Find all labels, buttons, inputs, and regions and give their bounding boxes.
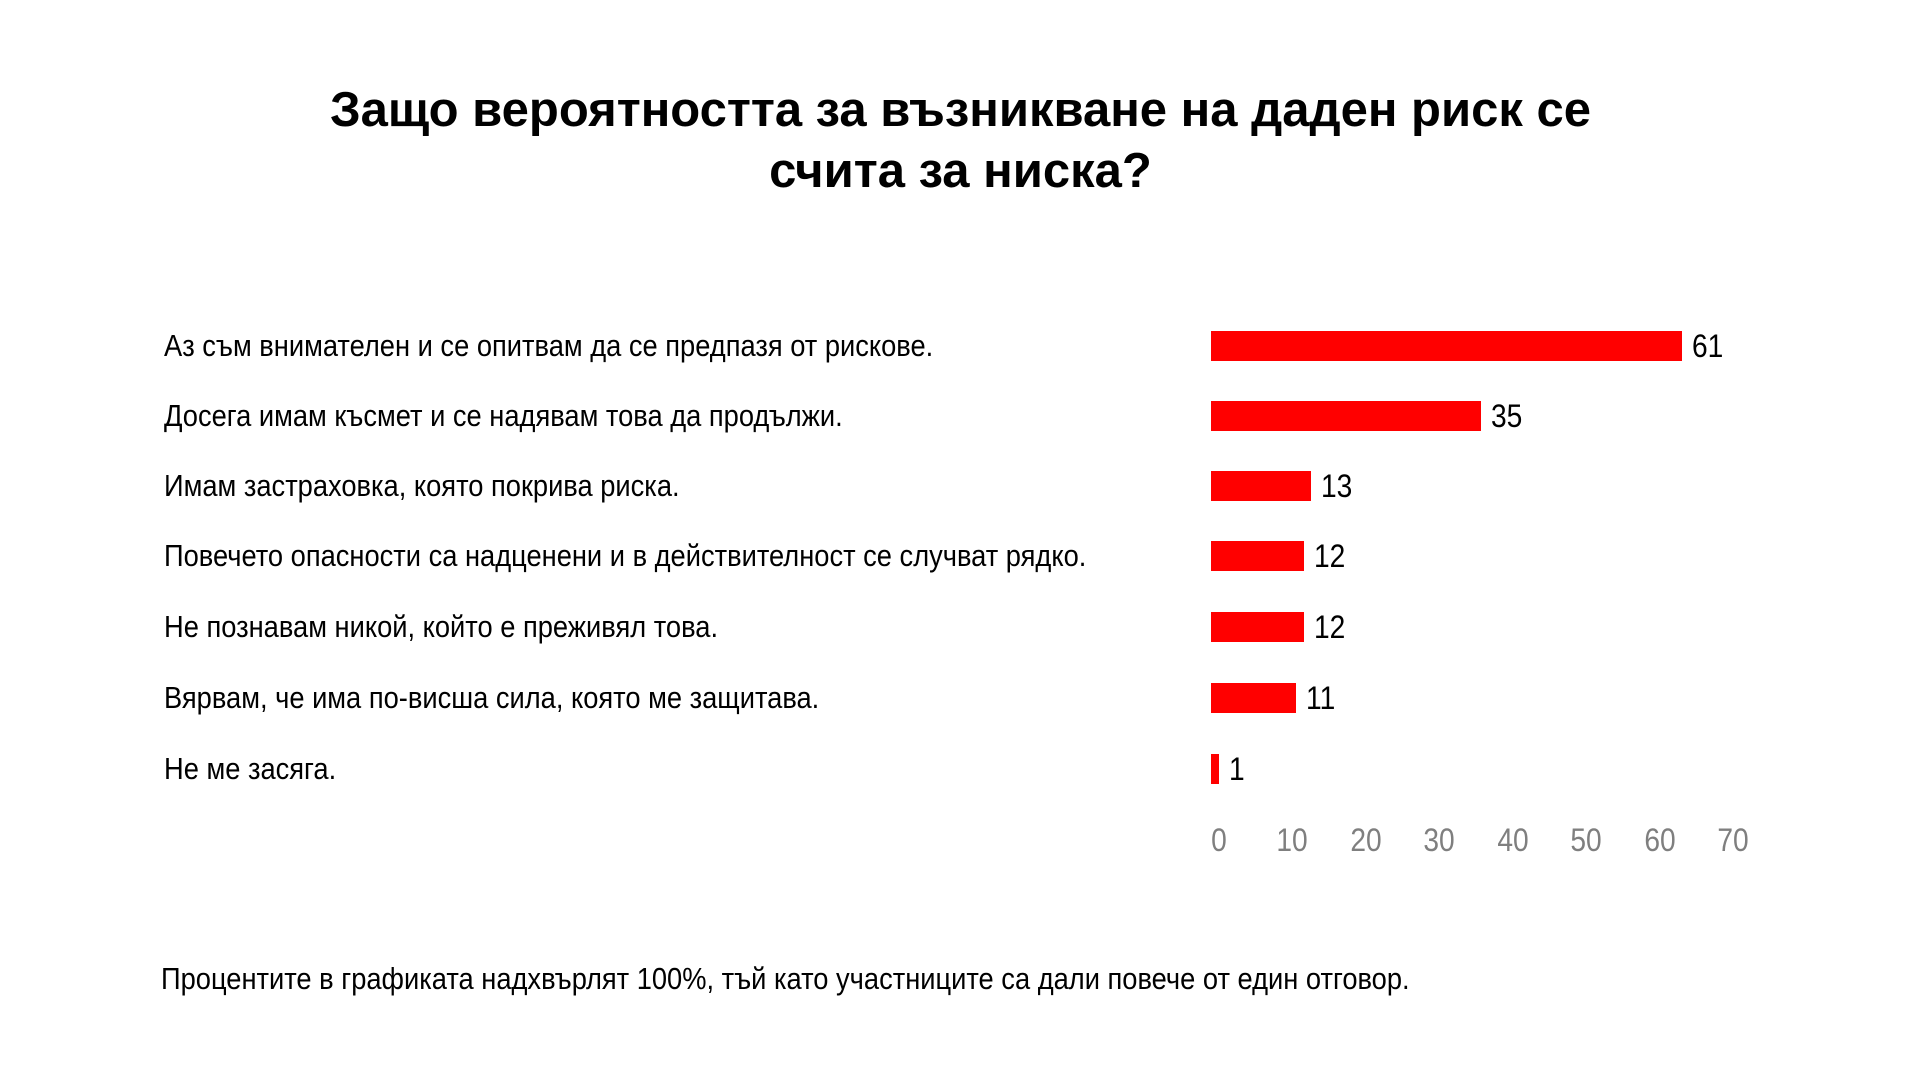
footnote: Процентите в графиката надхвърлят 100%, … (161, 961, 1410, 996)
category-label: Не познавам никой, който е преживял това… (164, 609, 719, 644)
bar (1211, 331, 1682, 361)
data-label: 12 (1313, 609, 1345, 645)
x-tick-label: 30 (1423, 822, 1455, 858)
x-tick-label: 0 (1211, 822, 1227, 858)
x-tick-label: 60 (1643, 822, 1676, 858)
x-tick-label: 10 (1276, 822, 1309, 858)
category-label: Аз съм внимателен и се опитвам да се пре… (164, 328, 934, 363)
data-label: 61 (1691, 328, 1724, 364)
x-tick-label: 40 (1497, 822, 1529, 858)
chart-title-line-1: Защо вероятността за възникване на даден… (329, 83, 1592, 137)
x-tick-label: 70 (1717, 822, 1749, 858)
category-label: Имам застраховка, която покрива риска. (164, 468, 680, 503)
x-tick-label: 20 (1350, 822, 1382, 858)
chart-title: Защо вероятността за възникване на даден… (0, 80, 1921, 202)
category-label: Досега имам късмет и се надявам това да … (164, 398, 843, 433)
data-label: 35 (1491, 398, 1523, 434)
data-label: 1 (1228, 751, 1245, 787)
bar (1211, 541, 1304, 571)
data-label: 11 (1305, 680, 1336, 716)
category-label: Вярвам, че има по-висша сила, която ме з… (164, 680, 820, 715)
category-label: Не ме засяга. (164, 751, 337, 786)
bar (1211, 612, 1304, 642)
category-label: Повечето опасности са надценени и в дейс… (164, 538, 1087, 573)
bar (1211, 754, 1219, 784)
bar (1211, 683, 1296, 713)
bar (1211, 471, 1312, 501)
chart-title-line-2: счита за ниска? (769, 144, 1152, 198)
data-label: 13 (1321, 468, 1353, 504)
x-tick-label: 50 (1570, 822, 1602, 858)
data-label: 12 (1313, 538, 1345, 574)
bar (1211, 401, 1482, 431)
